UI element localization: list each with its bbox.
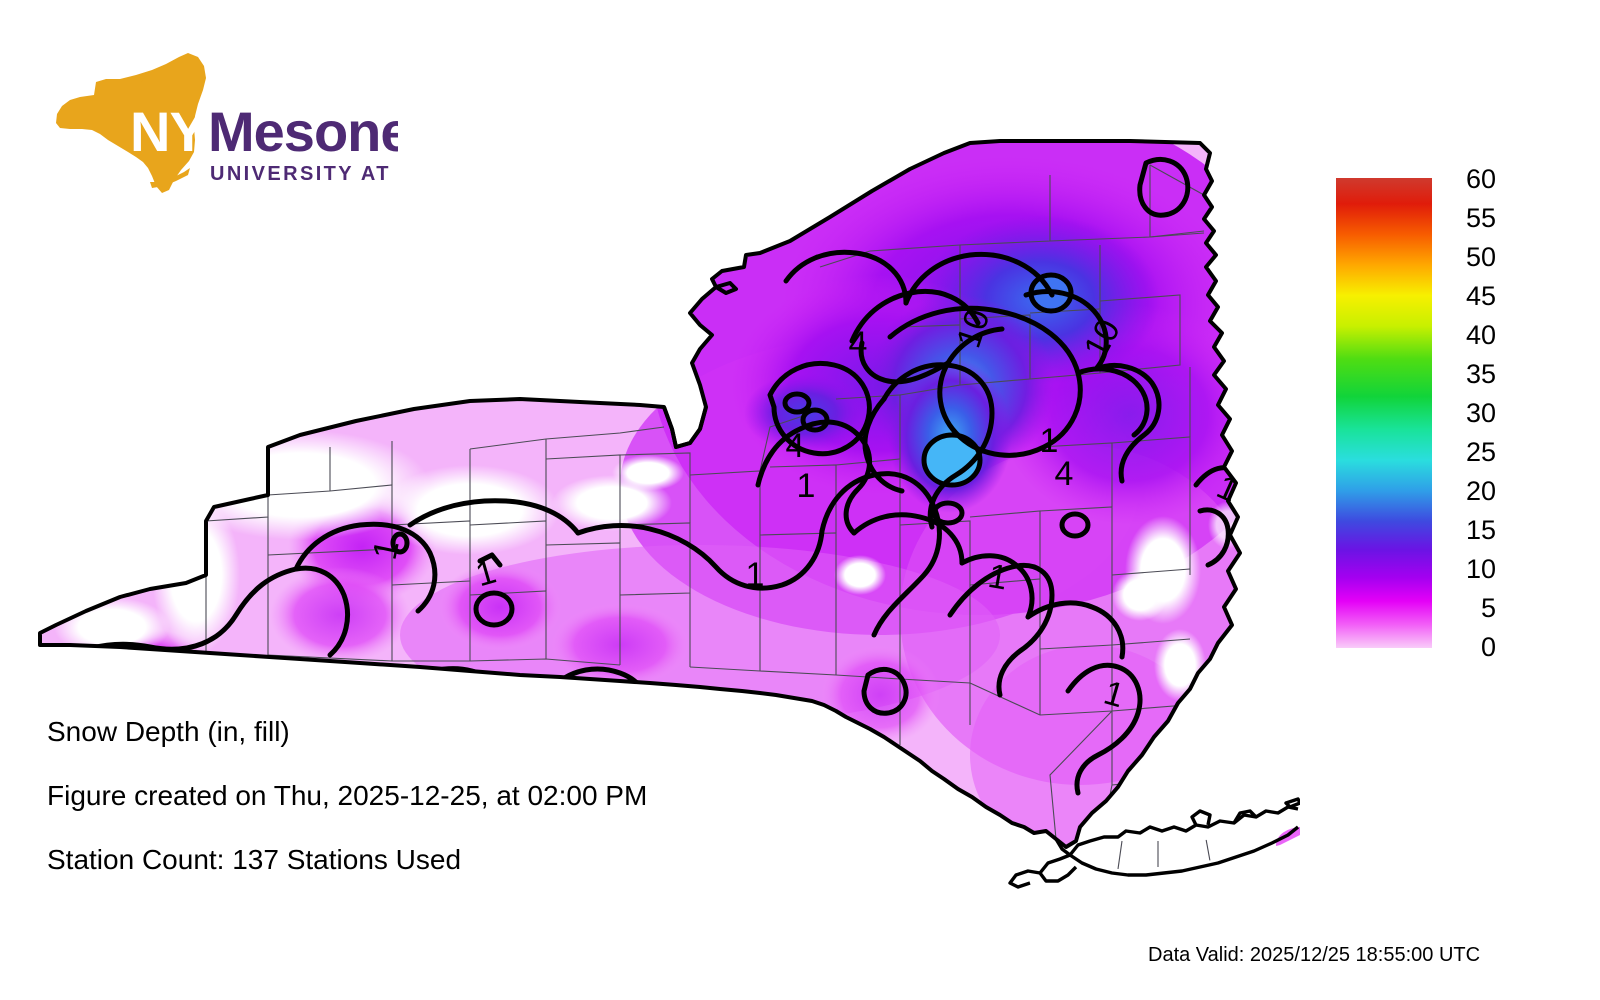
contour-max-ontario-ring-2 bbox=[800, 407, 830, 433]
contour-1-ontario-plain bbox=[407, 498, 581, 536]
contour-1-southern-tier-1 bbox=[397, 666, 510, 716]
contour-label: 4 bbox=[849, 325, 868, 363]
fill-west-bump-2 bbox=[270, 567, 410, 663]
contour-4-north-link bbox=[903, 251, 1055, 306]
colorbar-tick: 15 bbox=[1465, 515, 1496, 545]
fill-finger-lakes-bump bbox=[438, 563, 562, 651]
contour-1-berkshire bbox=[1197, 507, 1231, 568]
station-count-text: Station Count: 137 Stations Used bbox=[47, 844, 462, 875]
colorbar-tick: 55 bbox=[1465, 203, 1496, 233]
colorbar: 60 55 50 45 40 35 30 25 20 15 10 5 0 bbox=[1336, 166, 1576, 661]
colorbar-tick-labels: 60 55 50 45 40 35 30 25 20 15 10 5 0 bbox=[1436, 166, 1566, 661]
contour-1-west bbox=[40, 565, 350, 678]
contour-1-west-loop bbox=[293, 521, 438, 614]
contour-1-tick-west bbox=[477, 552, 503, 568]
contour-1-hudson bbox=[947, 563, 1055, 698]
long-island-outline bbox=[1008, 797, 1300, 889]
contour-label: 4 bbox=[786, 427, 805, 465]
contour-label: 1 bbox=[797, 467, 816, 505]
contour-1-delaware-ring bbox=[861, 666, 909, 716]
colorbar-tick: 35 bbox=[1465, 359, 1496, 389]
contour-max-tughill-ring bbox=[921, 432, 983, 488]
fill-hole-westchester bbox=[1176, 749, 1216, 801]
caption-block: Snow Depth (in, fill) Figure created on … bbox=[47, 718, 867, 910]
contour-max-adk-ring bbox=[1028, 272, 1074, 314]
fill-tughill-peak bbox=[922, 434, 982, 486]
fill-hole-ontario-shore bbox=[612, 455, 684, 491]
contour-min-ring-1 bbox=[931, 500, 965, 526]
colorbar-tick: 40 bbox=[1465, 320, 1496, 350]
contour-4-tughill-south bbox=[851, 512, 965, 566]
contour-4-lakeontario-ring bbox=[767, 361, 872, 457]
colorbar-tick: 60 bbox=[1465, 164, 1496, 194]
contour-10-tughill bbox=[881, 362, 995, 530]
contour-1-central bbox=[575, 523, 825, 591]
contour-4-far-north bbox=[783, 249, 909, 306]
snow-depth-map: 1 4 4 10 10 4 1 1 1 1 1 1 1 bbox=[0, 55, 1300, 935]
contour-min-ring-2 bbox=[1059, 511, 1091, 539]
contour-4-champlain bbox=[1093, 363, 1162, 484]
contour-label: 4 bbox=[1055, 455, 1074, 493]
logo-nys-text: NYS bbox=[130, 100, 242, 163]
long-island-county-boundaries bbox=[1117, 838, 1211, 869]
logo-state-silhouette bbox=[56, 53, 206, 193]
contour-label: 1 bbox=[1040, 422, 1059, 460]
state-outline bbox=[38, 139, 1242, 849]
contour-10-adk-east bbox=[1075, 366, 1150, 438]
logo-svg: NYS Mesonet UNIVERSITY AT ALBANY bbox=[56, 53, 398, 193]
colorbar-tick: 0 bbox=[1480, 632, 1496, 662]
colorbar-gradient bbox=[1336, 178, 1432, 648]
colorbar-tick: 25 bbox=[1465, 437, 1496, 467]
colorbar-bar bbox=[1336, 178, 1432, 648]
contour-lines bbox=[40, 157, 1240, 847]
contour-10-adk-tail bbox=[858, 340, 951, 385]
contour-4-mohawk-east bbox=[959, 553, 1035, 620]
colorbar-tick: 45 bbox=[1465, 281, 1496, 311]
fill-hole-mohawk bbox=[834, 555, 886, 595]
field-title: Snow Depth (in, fill) bbox=[47, 716, 290, 747]
colorbar-tick: 30 bbox=[1465, 398, 1496, 428]
contour-1-lower-hudson bbox=[1065, 662, 1143, 796]
data-valid-text: Data Valid: 2025/12/25 18:55:00 UTC bbox=[1148, 944, 1481, 966]
contour-label: 1 bbox=[746, 556, 765, 594]
colorbar-tick: 10 bbox=[1465, 554, 1496, 584]
logo-subtitle-text: UNIVERSITY AT ALBANY bbox=[210, 163, 398, 185]
contour-10-tughill-west bbox=[862, 396, 905, 494]
logo-mesonet-text: Mesonet bbox=[208, 100, 398, 163]
contour-4-albany bbox=[1025, 600, 1126, 660]
fill-hole-hudson-2 bbox=[1112, 569, 1168, 621]
map-svg: 1 4 4 10 10 4 1 1 1 1 1 1 1 bbox=[38, 139, 1300, 889]
colorbar-tick: 5 bbox=[1480, 593, 1496, 623]
nys-mesonet-logo: NYS Mesonet UNIVERSITY AT ALBANY bbox=[48, 48, 398, 208]
contour-4-clinton-ring bbox=[1137, 157, 1191, 218]
colorbar-tick: 20 bbox=[1465, 476, 1496, 506]
contour-1-south-edge bbox=[40, 680, 183, 694]
contour-1-finger-lakes-ring bbox=[473, 590, 515, 628]
figure-created-text: Figure created on Thu, 2025-12-25, at 02… bbox=[47, 780, 648, 811]
colorbar-tick: 50 bbox=[1465, 242, 1496, 272]
contour-ring-small-1 bbox=[390, 531, 410, 555]
contour-max-ontario-ring-1 bbox=[782, 391, 812, 415]
